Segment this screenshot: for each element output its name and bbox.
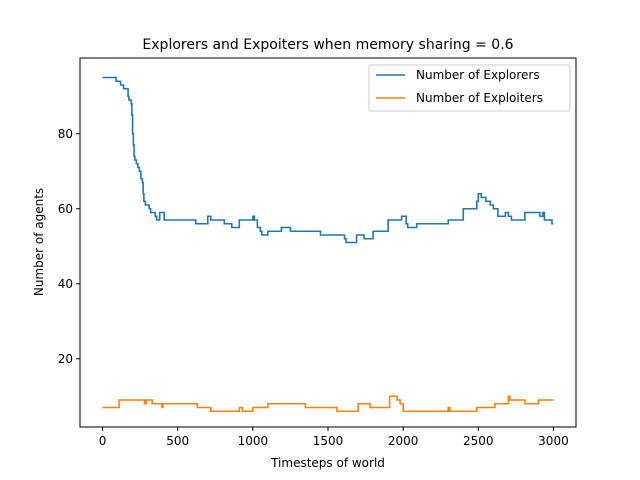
x-tick-label: 3000 [538,434,569,448]
y-axis-label: Number of agents [32,188,46,296]
legend: Number of Explorers Number of Exploiters [368,64,571,112]
legend-label-exploiters: Number of Exploiters [416,91,543,105]
x-tick-label: 1500 [313,434,344,448]
y-tick-label: 80 [58,127,73,141]
x-tick-label: 1000 [238,434,269,448]
x-axis-ticks: 0 500 1000 1500 2000 2500 3000 [99,427,569,448]
chart-title: Explorers and Expoiters when memory shar… [142,37,513,53]
legend-label-explorers: Number of Explorers [416,68,540,82]
y-tick-label: 40 [58,277,73,291]
y-tick-label: 60 [58,202,73,216]
y-axis-ticks: 20 40 60 80 [58,127,80,366]
x-tick-label: 2500 [463,434,494,448]
legend-box [368,64,571,112]
x-tick-label: 0 [99,434,107,448]
series-line-exploiters [102,395,554,413]
y-tick-label: 20 [58,352,73,366]
x-axis-label: Timesteps of world [270,456,385,470]
plot-frame [79,57,577,428]
x-tick-label: 500 [166,434,189,448]
series-layer [102,76,554,413]
x-tick-label: 2000 [388,434,419,448]
series-line-explorers [102,76,554,244]
